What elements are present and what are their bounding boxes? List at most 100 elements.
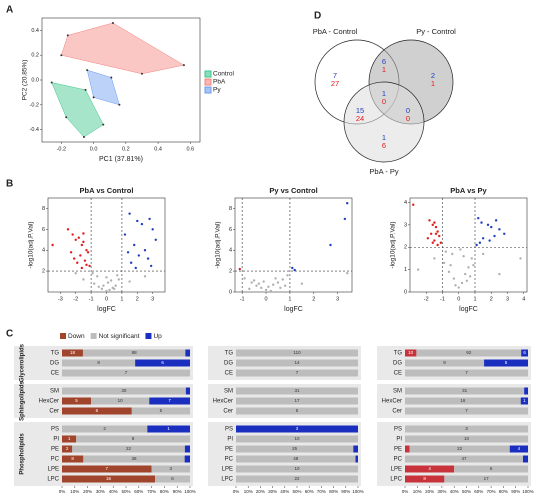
bar-segment — [444, 475, 528, 483]
segment-label: 3 — [296, 426, 299, 431]
segment-label: 7 — [465, 408, 468, 413]
y-tick-label: 4 — [42, 248, 45, 254]
y-tick-label: -0.2 — [30, 102, 39, 108]
point — [346, 202, 349, 205]
point — [134, 266, 137, 270]
y-tick-label: 0.2 — [31, 53, 39, 59]
y-tick-label: 2 — [42, 269, 45, 275]
point — [267, 285, 270, 288]
x-axis-label: logFC — [97, 306, 116, 313]
point — [88, 264, 91, 268]
point — [69, 251, 73, 254]
category-label: PE — [225, 447, 233, 453]
x-tick-label: 10% — [244, 489, 253, 494]
segment-label: 4 — [518, 446, 521, 451]
point — [154, 238, 157, 241]
segment-label: 7 — [125, 370, 128, 375]
bar-segment — [236, 387, 358, 395]
point — [416, 268, 420, 271]
x-tick-label: 20% — [83, 489, 92, 494]
point — [470, 257, 473, 260]
point — [300, 282, 304, 285]
point — [133, 243, 136, 247]
venn-set-label: PbA - Py — [369, 167, 398, 176]
y-tick-label: 2 — [229, 269, 232, 275]
segment-label: 8 — [97, 360, 100, 365]
category-label: CE — [51, 371, 59, 377]
segment-label: 6 — [490, 466, 493, 471]
segment-label: 7 — [296, 370, 299, 375]
point — [110, 76, 113, 79]
venn-count: 0 — [406, 106, 410, 115]
category-label: PI — [227, 437, 233, 443]
segment-label: 8 — [423, 476, 426, 481]
point — [257, 282, 261, 285]
point — [252, 279, 256, 282]
category-label: DG — [393, 361, 402, 367]
point — [468, 275, 472, 278]
segment-label: 7 — [465, 370, 468, 375]
segment-label: 5 — [160, 408, 163, 413]
legend-swatch — [145, 333, 152, 339]
point — [480, 221, 483, 224]
x-tick-label: 0% — [59, 489, 66, 494]
point — [436, 243, 439, 247]
bar-segment — [185, 387, 190, 395]
x-tick-label: 0% — [402, 489, 409, 494]
x-tick-label: 1 — [473, 296, 476, 302]
point — [92, 96, 95, 99]
x-tick-label: 100% — [352, 489, 364, 494]
category-label: LPE — [391, 467, 402, 473]
point — [431, 223, 434, 227]
x-tick-label: 60% — [134, 489, 143, 494]
venn-count: 27 — [331, 79, 339, 88]
point — [109, 279, 113, 282]
segment-label: 22 — [457, 446, 463, 451]
plot-frame — [409, 197, 528, 293]
point — [433, 257, 436, 260]
point — [478, 241, 482, 244]
bar-segment — [405, 475, 445, 483]
legend-swatch — [204, 70, 212, 78]
segment-label: 5 — [296, 408, 299, 413]
y-tick-label: -0.4 — [30, 127, 39, 133]
point — [74, 272, 77, 275]
category-label: PE — [51, 447, 59, 453]
bar-segment — [524, 387, 528, 395]
segment-label: 9 — [443, 360, 446, 365]
bar-segment — [236, 475, 358, 483]
point — [79, 254, 82, 257]
category-label: Cer — [49, 409, 59, 415]
bar-segment — [62, 397, 92, 405]
x-tick-label: 40% — [450, 489, 459, 494]
point — [76, 261, 79, 264]
y-tick-label: 0.4 — [31, 28, 39, 34]
category-label: HexCer — [382, 399, 402, 405]
point — [97, 285, 101, 288]
point — [96, 275, 99, 278]
point — [449, 263, 452, 267]
point — [82, 240, 85, 244]
x-tick-label: -2 — [424, 296, 429, 302]
bar-segment — [62, 407, 132, 415]
x-tick-label: 100% — [522, 489, 534, 494]
segment-label: 2 — [103, 426, 106, 431]
point — [238, 267, 241, 271]
x-tick-label: 4 — [522, 296, 525, 302]
category-label: PC — [51, 457, 60, 463]
x-tick-label: 80% — [329, 489, 338, 494]
point — [86, 69, 89, 72]
x-tick-label: 2 — [490, 296, 493, 302]
plot-title: PbA vs Control — [80, 186, 134, 195]
bar-segment — [236, 369, 358, 377]
group-label: Sphingolipids — [20, 381, 26, 421]
bar-segment — [62, 435, 77, 443]
x-tick-label: 70% — [317, 489, 326, 494]
bar-segment — [405, 455, 523, 463]
segment-label: 47 — [461, 456, 467, 461]
category-label: CE — [394, 371, 402, 377]
x-tick-label: 3 — [336, 296, 339, 302]
venn-count: 7 — [333, 71, 337, 80]
segment-label: 10 — [118, 398, 124, 403]
point — [65, 116, 68, 119]
